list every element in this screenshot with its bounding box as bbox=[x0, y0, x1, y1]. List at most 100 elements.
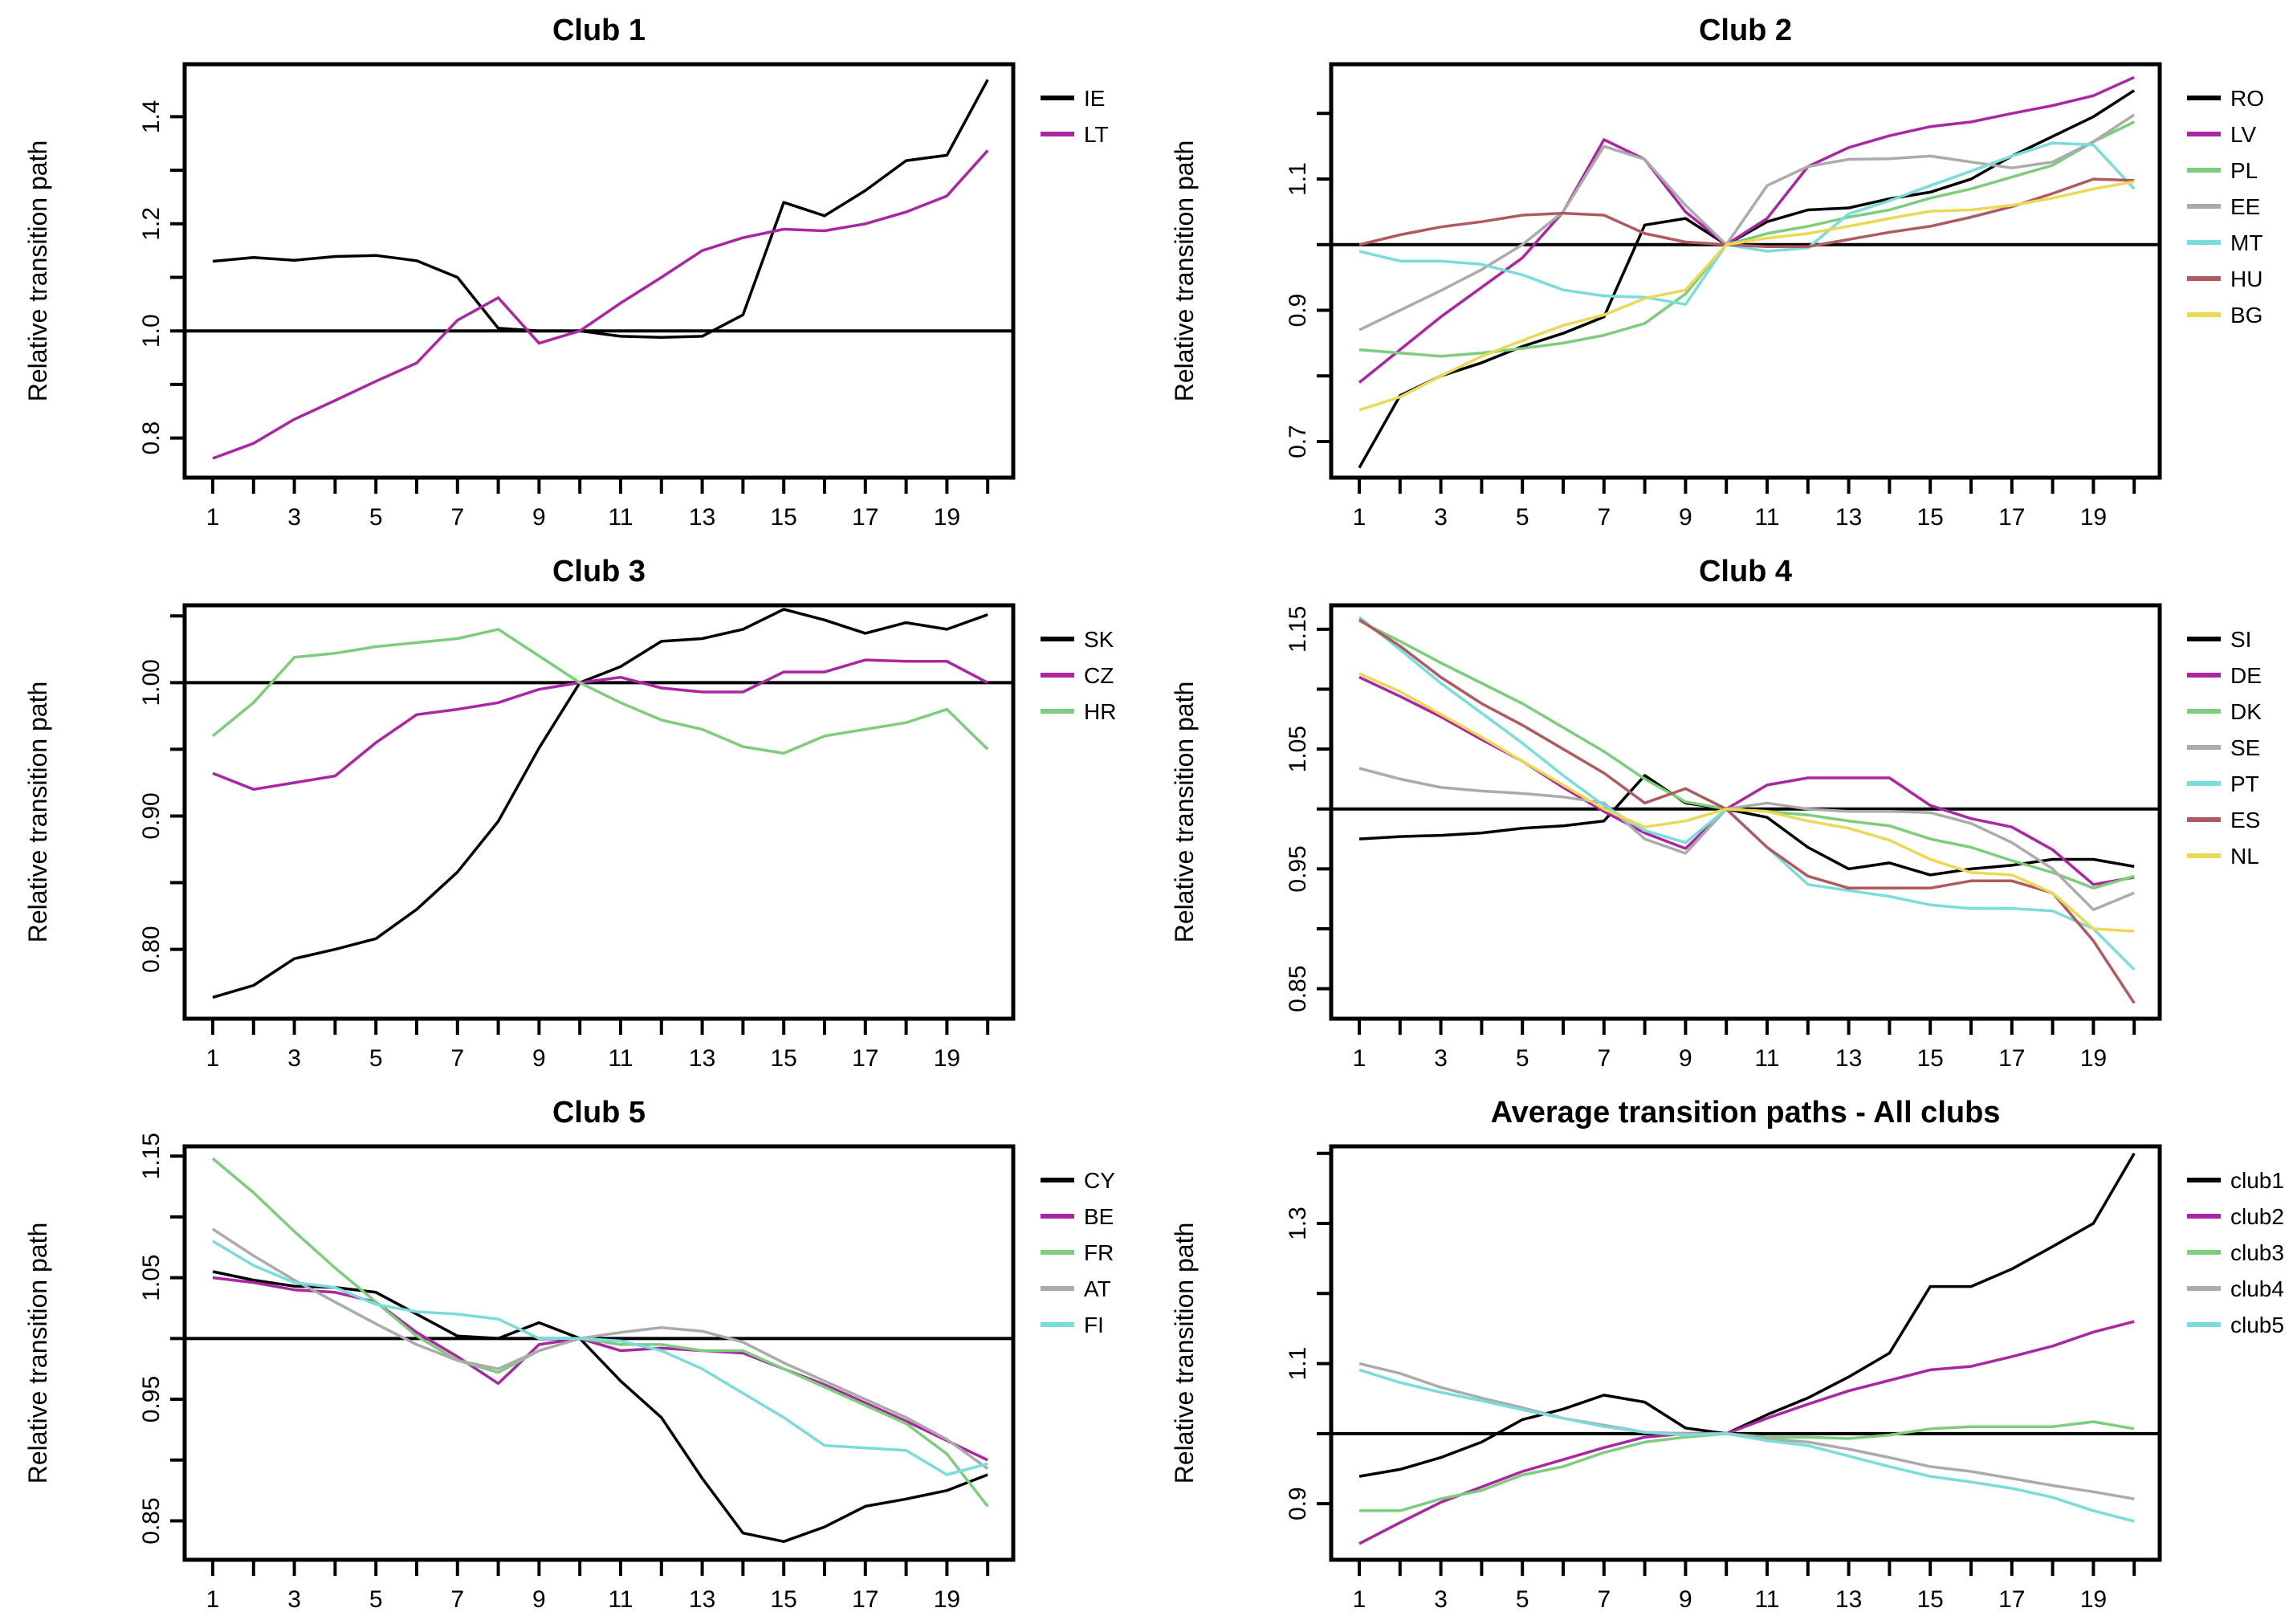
legend-item-dk: DK bbox=[2187, 699, 2262, 724]
x-tick-label: 5 bbox=[369, 1586, 383, 1613]
x-tick-label: 5 bbox=[369, 504, 383, 531]
x-tick-label: 1 bbox=[206, 1586, 220, 1613]
y-tick-label: 0.90 bbox=[138, 792, 165, 839]
plot-box bbox=[182, 1144, 1016, 1562]
x-tick-label: 7 bbox=[450, 1586, 464, 1613]
y-tick-label: 1.15 bbox=[1285, 606, 1311, 653]
legend-item-mt: MT bbox=[2187, 230, 2262, 255]
legend-item-at: AT bbox=[1041, 1276, 1111, 1301]
legend-item-cz: CZ bbox=[1041, 663, 1114, 688]
y-axis-title: Relative transition path bbox=[1170, 140, 1199, 402]
legend-label-ro: RO bbox=[2230, 86, 2264, 111]
legend-label-ee: EE bbox=[2230, 194, 2260, 219]
legend-item-club3: club3 bbox=[2187, 1240, 2284, 1265]
x-tick-label: 9 bbox=[1679, 504, 1692, 531]
legend-label-pt: PT bbox=[2230, 771, 2259, 796]
x-tick-label: 7 bbox=[1597, 504, 1611, 531]
x-tick-label: 19 bbox=[934, 1586, 960, 1613]
x-tick-label: 15 bbox=[1917, 1586, 1944, 1613]
legend-item-de: DE bbox=[2187, 663, 2262, 688]
series-line-hr bbox=[211, 628, 989, 755]
x-tick-label: 15 bbox=[771, 1586, 797, 1613]
x-tick-label: 13 bbox=[689, 1586, 715, 1613]
x-tick-label: 11 bbox=[1754, 1045, 1779, 1072]
y-tick-label: 0.7 bbox=[1285, 425, 1311, 458]
x-tick-label: 11 bbox=[1754, 1586, 1779, 1613]
legend-label-lt: LT bbox=[1084, 122, 1109, 147]
series-line-cz bbox=[212, 658, 989, 792]
x-tick-label: 5 bbox=[1516, 1045, 1529, 1072]
legend-label-fi: FI bbox=[1084, 1313, 1104, 1337]
series-line-nl bbox=[1358, 672, 2135, 933]
legend-item-lv: LV bbox=[2187, 122, 2256, 147]
x-tick-label: 19 bbox=[2080, 1045, 2107, 1072]
chart-title: Club 4 bbox=[1699, 555, 1792, 588]
legend-label-club1: club1 bbox=[2230, 1168, 2284, 1193]
legend-item-ie: IE bbox=[1041, 86, 1105, 111]
legend-label-hr: HR bbox=[1084, 699, 1116, 724]
legend-item-hr: HR bbox=[1041, 699, 1116, 724]
legend-item-fr: FR bbox=[1041, 1240, 1114, 1265]
y-tick-label: 0.95 bbox=[1285, 845, 1311, 892]
y-tick-label: 1.1 bbox=[1285, 1347, 1311, 1381]
x-tick-label: 11 bbox=[608, 1045, 633, 1072]
series-line-club1 bbox=[1358, 1152, 2136, 1478]
chart-panel-average-transition-paths-all-clubs: Average transition paths - All clubs Rela… bbox=[1170, 1096, 2284, 1613]
legend-label-cz: CZ bbox=[1084, 663, 1114, 688]
y-axis-title: Relative transition path bbox=[1170, 1223, 1199, 1484]
x-tick-label: 17 bbox=[1998, 504, 2025, 531]
y-tick-label: 1.15 bbox=[138, 1133, 165, 1179]
plot-box bbox=[1329, 1144, 2162, 1562]
legend-label-se: SE bbox=[2230, 735, 2260, 760]
x-tick-label: 11 bbox=[1754, 504, 1779, 531]
x-tick-label: 13 bbox=[1835, 504, 1862, 531]
x-tick-label: 15 bbox=[1917, 504, 1944, 531]
x-tick-label: 5 bbox=[369, 1045, 383, 1072]
x-tick-label: 15 bbox=[771, 1045, 797, 1072]
legend-item-se: SE bbox=[2187, 735, 2260, 760]
series-line-be bbox=[212, 1276, 988, 1462]
x-tick-label: 5 bbox=[1516, 504, 1529, 531]
x-tick-label: 11 bbox=[608, 504, 633, 531]
x-tick-label: 9 bbox=[532, 1045, 546, 1072]
legend-label-dk: DK bbox=[2230, 699, 2262, 724]
legend-label-es: ES bbox=[2230, 808, 2260, 832]
legend-label-bg: BG bbox=[2230, 303, 2262, 328]
chart-title: Club 1 bbox=[552, 14, 646, 47]
legend-label-mt: MT bbox=[2230, 230, 2262, 255]
x-tick-label: 13 bbox=[1835, 1586, 1862, 1613]
x-tick-label: 9 bbox=[1679, 1586, 1692, 1613]
legend-label-sk: SK bbox=[1084, 627, 1114, 652]
series-line-bg bbox=[1358, 180, 2135, 412]
x-tick-label: 17 bbox=[852, 1045, 878, 1072]
legend-item-pt: PT bbox=[2187, 771, 2259, 796]
legend-item-sk: SK bbox=[1041, 627, 1114, 652]
y-axis-title: Relative transition path bbox=[23, 140, 52, 402]
x-tick-label: 13 bbox=[1835, 1045, 1862, 1072]
legend-item-nl: NL bbox=[2187, 844, 2259, 869]
series-line-club4 bbox=[1358, 1361, 2135, 1500]
chart-title: Average transition paths - All clubs bbox=[1491, 1096, 2001, 1129]
x-tick-label: 1 bbox=[206, 504, 220, 531]
x-tick-label: 19 bbox=[934, 504, 960, 531]
legend-label-fr: FR bbox=[1084, 1240, 1114, 1265]
x-tick-label: 7 bbox=[1597, 1586, 1611, 1613]
legend-label-lv: LV bbox=[2230, 122, 2256, 147]
y-tick-label: 1.3 bbox=[1285, 1207, 1311, 1240]
x-tick-label: 15 bbox=[771, 504, 797, 531]
x-tick-label: 5 bbox=[1516, 1586, 1529, 1613]
x-tick-label: 15 bbox=[1917, 1045, 1944, 1072]
legend-item-cy: CY bbox=[1041, 1168, 1115, 1193]
legend-item-si: SI bbox=[2187, 627, 2251, 652]
x-tick-label: 7 bbox=[450, 504, 464, 531]
legend-label-ie: IE bbox=[1084, 86, 1105, 111]
x-tick-label: 17 bbox=[1998, 1045, 2025, 1072]
series-line-club5 bbox=[1358, 1368, 2135, 1523]
legend-item-hu: HU bbox=[2187, 267, 2262, 291]
series-line-se bbox=[1358, 767, 2135, 911]
x-tick-label: 1 bbox=[1353, 1045, 1366, 1072]
legend-label-si: SI bbox=[2230, 627, 2251, 652]
